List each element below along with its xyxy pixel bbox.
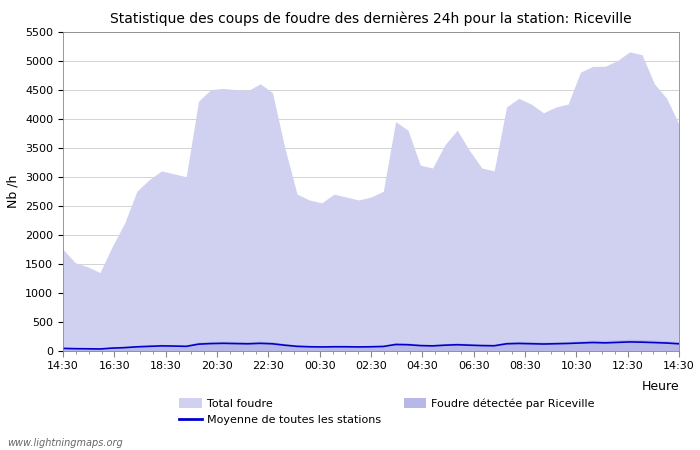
Title: Statistique des coups de foudre des dernières 24h pour la station: Riceville: Statistique des coups de foudre des dern… [110,12,632,26]
Text: www.lightningmaps.org: www.lightningmaps.org [7,438,122,448]
Y-axis label: Nb /h: Nb /h [6,175,20,208]
Text: Heure: Heure [641,380,679,393]
Legend: Total foudre, Moyenne de toutes les stations, Foudre détectée par Riceville: Total foudre, Moyenne de toutes les stat… [179,398,595,425]
